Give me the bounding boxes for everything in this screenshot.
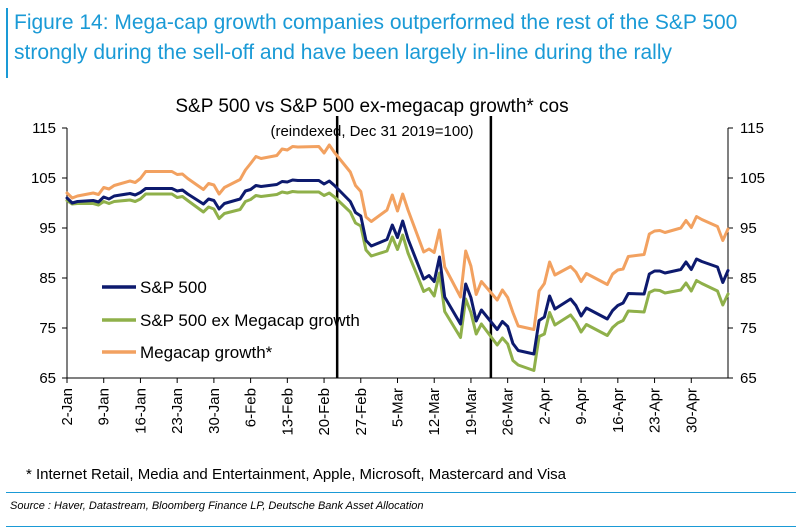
chart-subtitle: (reindexed, Dec 31 2019=100) — [270, 123, 473, 140]
divider — [6, 492, 796, 493]
x-tick-label: 13-Feb — [279, 388, 296, 436]
x-tick-label: 16-Jan — [132, 388, 149, 434]
figure-title-line-1: Figure 14: Mega-cap growth companies out… — [14, 11, 738, 34]
x-tick-label: 27-Feb — [353, 388, 370, 436]
chart-title: S&P 500 vs S&P 500 ex-megacap growth* co… — [175, 96, 568, 117]
x-tick-label: 26-Mar — [500, 388, 517, 436]
line-chart: S&P 500 vs S&P 500 ex-megacap growth* co… — [31, 96, 765, 436]
y-tick-label-right: 115 — [740, 120, 764, 137]
x-tick-label: 23-Apr — [647, 388, 664, 433]
x-tick-label: 12-Mar — [426, 388, 443, 436]
y-tick-label-right: 75 — [740, 320, 757, 337]
y-tick-label-right: 105 — [740, 170, 765, 187]
source-note: Source : Haver, Datastream, Bloomberg Fi… — [10, 500, 424, 512]
x-tick-label: 23-Jan — [169, 388, 186, 434]
y-tick-label-left: 85 — [39, 270, 56, 287]
y-tick-label-right: 65 — [740, 370, 757, 387]
bottom-divider — [6, 526, 796, 527]
x-tick-label: 16-Apr — [610, 388, 627, 433]
series-line-s-p-500-ex-megacap-growth — [65, 190, 730, 372]
series-line-s-p-500 — [65, 178, 730, 356]
x-tick-label: 9-Jan — [96, 388, 113, 426]
x-tick-label: 9-Apr — [573, 388, 590, 425]
figure-title: Figure 14: Mega-cap growth companies out… — [6, 8, 786, 78]
x-tick-label: 5-Mar — [390, 388, 407, 427]
x-tick-label: 2-Apr — [536, 388, 553, 425]
legend-label: Megacap growth* — [140, 343, 273, 362]
footnote: * Internet Retail, Media and Entertainme… — [26, 466, 566, 483]
x-tick-label: 2-Jan — [59, 388, 76, 426]
legend-label: S&P 500 ex Megacap growth — [140, 311, 360, 330]
series-line-megacap-growth — [65, 143, 730, 331]
x-tick-label: 30-Apr — [683, 388, 700, 433]
figure-title-line-2: strongly during the sell-off and have be… — [14, 41, 673, 64]
x-tick-label: 6-Feb — [243, 388, 260, 427]
y-tick-label-left: 75 — [39, 320, 56, 337]
y-tick-label-left: 105 — [31, 170, 56, 187]
y-tick-label-left: 115 — [32, 120, 56, 137]
y-tick-label-left: 95 — [39, 220, 56, 237]
x-tick-label: 30-Jan — [206, 388, 223, 434]
y-tick-label-left: 65 — [39, 370, 56, 387]
y-tick-label-right: 85 — [740, 270, 757, 287]
legend-label: S&P 500 — [140, 278, 207, 297]
x-tick-label: 20-Feb — [316, 388, 333, 436]
x-tick-label: 19-Mar — [463, 388, 480, 436]
y-tick-label-right: 95 — [740, 220, 757, 237]
